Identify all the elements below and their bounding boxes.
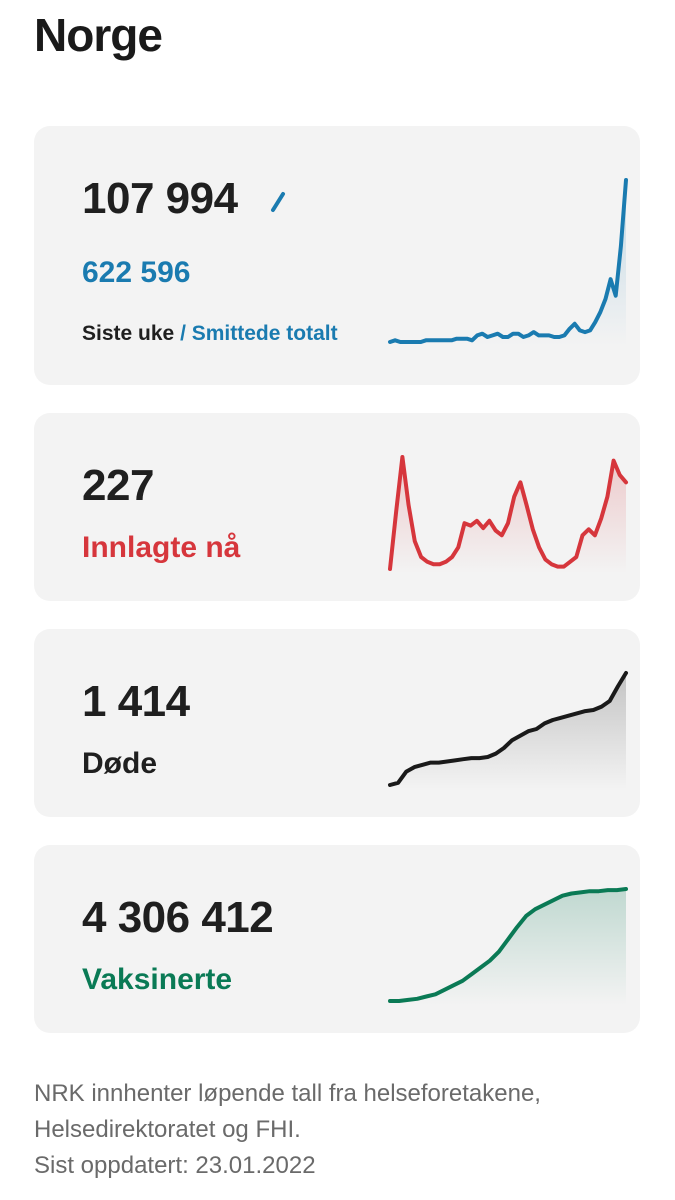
vaccinated-card[interactable]: 4 306 412 Vaksinerte (34, 845, 640, 1033)
hospitalized-sparkline-area (390, 457, 626, 573)
cases-total-value: 622 596 (82, 256, 191, 289)
vaccinated-value: 4 306 412 (82, 893, 274, 942)
vaccinated-sparkline (388, 887, 628, 1005)
hospitalized-label: Innlagte nå (82, 531, 241, 564)
footnote: NRK innhenter løpende tall fra helsefore… (34, 1076, 654, 1184)
slash-separator-icon (271, 192, 285, 212)
cases-sparkline-area (390, 180, 626, 346)
footnote-source-line2: Helsedirektoratet og FHI. (34, 1116, 301, 1143)
hospitalized-sparkline-line (388, 455, 628, 571)
cases-card[interactable]: 107 994 622 596 Siste uke / Smittede tot… (34, 126, 640, 385)
legend-total-label: Smittede totalt (191, 322, 338, 345)
deaths-sparkline (388, 671, 628, 789)
vaccinated-sparkline-area (390, 889, 626, 1005)
hospitalized-sparkline (388, 455, 628, 573)
cases-sparkline (388, 178, 628, 346)
deaths-card[interactable]: 1 414 Døde (34, 629, 640, 817)
hospitalized-value: 227 (82, 461, 154, 510)
deaths-sparkline-area (390, 673, 626, 789)
cases-sparkline-line (388, 178, 628, 344)
deaths-label: Døde (82, 747, 157, 780)
cases-legend: Siste uke / Smittede totalt (82, 322, 338, 346)
legend-week-label: Siste uke (82, 322, 175, 345)
vaccinated-label: Vaksinerte (82, 963, 233, 996)
legend-separator: / (180, 322, 186, 345)
deaths-sparkline-line (388, 671, 628, 787)
page-title: Norge (34, 9, 163, 61)
vaccinated-sparkline-line (388, 887, 628, 1003)
footnote-updated: Sist oppdatert: 23.01.2022 (34, 1152, 316, 1179)
footnote-source-line1: NRK innhenter løpende tall fra helsefore… (34, 1080, 541, 1107)
deaths-value: 1 414 (82, 677, 190, 726)
hospitalized-card[interactable]: 227 Innlagte nå (34, 413, 640, 601)
cases-week-value: 107 994 (82, 174, 238, 223)
